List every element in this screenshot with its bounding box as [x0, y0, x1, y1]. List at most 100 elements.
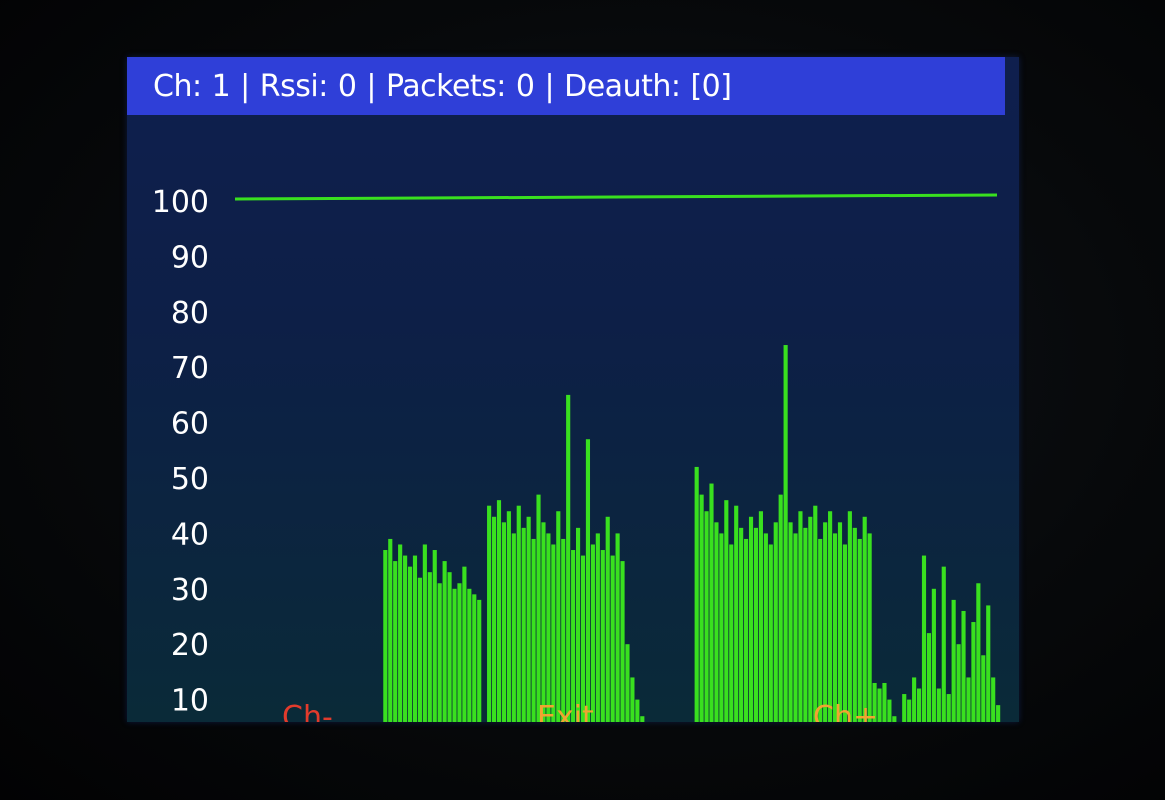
chart-bar [951, 599, 956, 722]
chart-bar [457, 583, 462, 722]
chart-bar [931, 588, 936, 722]
chart-bar [536, 494, 541, 722]
chart-bar [575, 527, 581, 722]
chart-bar [768, 544, 773, 722]
channel-up-button[interactable]: Ch+ [813, 700, 878, 722]
chart-bar [877, 688, 882, 722]
chart-bar [491, 516, 497, 722]
chart-bar [921, 555, 927, 722]
chart-bar [462, 566, 467, 722]
chart-bar [412, 555, 418, 722]
chart-bar [734, 505, 739, 722]
chart-bar [986, 605, 991, 722]
chart-bar [398, 544, 403, 722]
chart-bar [926, 633, 932, 722]
chart-bar [704, 511, 709, 722]
chart-bar [407, 566, 413, 722]
chart-bar [813, 505, 818, 722]
chart-bar [472, 594, 477, 722]
chart-bar [635, 699, 640, 722]
chart-bar [506, 511, 511, 722]
chart-bar [778, 494, 783, 722]
chart-bar [516, 505, 521, 722]
y-tick-label: 40 [171, 517, 209, 552]
chart-bar [521, 527, 526, 722]
chart-bar [571, 550, 576, 722]
chart-bar [966, 677, 971, 722]
y-tick-label: 60 [171, 407, 209, 442]
chart-bar [748, 516, 754, 722]
chart-bar [946, 694, 951, 722]
chart-bar [630, 677, 635, 722]
chart-bar [902, 694, 907, 722]
chart-bar [501, 522, 506, 722]
chart-bar [511, 533, 516, 722]
max-reference-line [234, 193, 998, 201]
chart-bar [452, 588, 457, 722]
y-tick-label: 30 [171, 573, 209, 608]
chart-bar [556, 511, 561, 722]
y-tick-label: 70 [171, 351, 209, 386]
device-screen: Ch: 1 | Rssi: 0 | Packets: 0 | Deauth: [… [127, 57, 1019, 722]
chart-bar [417, 577, 422, 722]
chart-bar [566, 394, 571, 722]
chart-bar [981, 655, 986, 722]
chart-bar [956, 644, 961, 722]
chart-bar [724, 500, 729, 722]
y-tick-label: 10 [171, 684, 209, 719]
separator: | [240, 68, 250, 104]
chart-bar [422, 544, 427, 722]
packets-value: 0 [515, 68, 535, 104]
chart-bar [852, 527, 857, 722]
chart-bar [694, 466, 699, 722]
chart-bar [758, 511, 763, 722]
chart-bar [753, 527, 759, 722]
y-axis-labels: 1009080706050403020100 [152, 185, 209, 719]
chart-bar [615, 533, 620, 722]
chart-bar [546, 533, 551, 722]
y-tick-label: 50 [171, 462, 209, 497]
chart-bar [427, 572, 432, 722]
y-tick-label: 20 [171, 628, 209, 663]
chart-bar [842, 544, 847, 722]
chart-bar [625, 644, 630, 722]
chart-bar [892, 716, 897, 722]
chart-bar [526, 516, 531, 722]
bar-series [383, 345, 1001, 722]
chart-bar [605, 516, 610, 722]
chart-bar [477, 599, 482, 722]
y-tick-label: 90 [171, 240, 209, 275]
chart-bar [793, 533, 798, 722]
chart-bar [887, 699, 892, 722]
exit-button[interactable]: Exit [537, 700, 594, 722]
deauth-label: Deauth: [564, 68, 681, 104]
chart-bar [600, 550, 605, 722]
chart-bar [961, 610, 966, 722]
chart-bar [447, 572, 452, 722]
chart-bar [610, 555, 615, 722]
chart-bar [620, 561, 625, 722]
chart-bar [916, 688, 922, 722]
chart-bar [788, 522, 793, 722]
channel-label: Ch: [153, 68, 202, 104]
chart-bar [996, 705, 1001, 722]
chart-bar [496, 500, 502, 722]
chart-bar [699, 494, 704, 722]
chart-bar [729, 544, 734, 722]
chart-bar [941, 566, 946, 722]
chart-bar [437, 583, 442, 722]
chart-bar [867, 533, 872, 722]
chart-bar [971, 622, 976, 722]
chart-bar [872, 682, 877, 722]
y-tick-label: 80 [171, 296, 209, 331]
chart-bar [991, 677, 996, 722]
chart-bar [862, 516, 867, 722]
packets-label: Packets: [386, 68, 506, 104]
y-tick-label: 100 [152, 185, 209, 220]
chart-bar [595, 533, 600, 722]
channel-down-button[interactable]: Ch- [282, 700, 333, 722]
chart-bar [783, 345, 788, 722]
chart-bar [832, 533, 838, 722]
chart-bar [773, 522, 778, 722]
chart-bar [388, 538, 393, 722]
